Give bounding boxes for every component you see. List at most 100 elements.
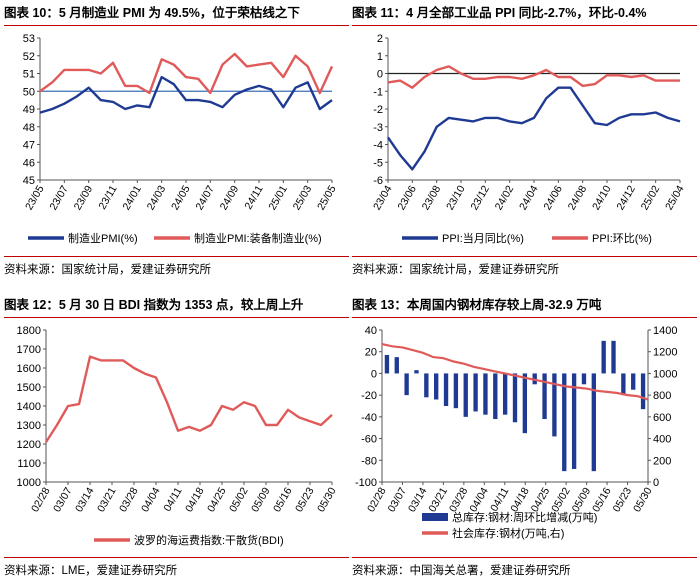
- bar: [394, 357, 399, 374]
- x-tick-label: 03/07: [51, 485, 75, 514]
- y-tick-label: 1000: [17, 477, 41, 489]
- legend-label: 总库存:钢材:周环比增减(万吨): [452, 510, 597, 524]
- y-tick-label: 1700: [17, 344, 41, 356]
- y-tick-label: -20: [361, 390, 377, 402]
- x-tick-label: 04/18: [183, 485, 207, 514]
- x-tick-label: 05/30: [315, 485, 339, 514]
- series-line: [387, 65, 680, 89]
- bar: [424, 373, 429, 398]
- y-tick-label: 49: [23, 104, 35, 116]
- bar: [473, 373, 478, 412]
- series-line: [381, 343, 649, 401]
- y-tick-label: 0: [377, 69, 383, 81]
- x-tick-label: 23/08: [420, 183, 444, 212]
- legend-label: 制造业PMI:装备制造业(%): [194, 231, 322, 245]
- x-tick-label: 05/23: [611, 485, 635, 514]
- series-line: [44, 355, 333, 443]
- bar: [493, 373, 498, 420]
- panel-title: 图表 13：本周国内钢材库存较上周-32.9 万吨: [352, 296, 697, 318]
- legend-label: PPI:当月同比(%): [442, 231, 524, 245]
- y2-tick-label: 0: [653, 477, 659, 489]
- x-tick-label: 23/04: [371, 183, 395, 212]
- x-tick-label: 05/30: [631, 485, 655, 514]
- bar: [611, 340, 616, 374]
- y-tick-label: 2: [377, 33, 383, 45]
- y-tick-label: 53: [23, 33, 35, 45]
- steel-chart: -100-80-60-40-20020400200400600800100012…: [355, 325, 678, 540]
- source-note: 资料来源：LME，爱建证券研究所: [4, 557, 349, 578]
- source-note: 资料来源：中国海关总署，爱建证券研究所: [352, 557, 697, 578]
- y2-tick-label: 600: [653, 412, 671, 424]
- x-tick-label: 23/07: [47, 183, 71, 212]
- bar: [463, 373, 468, 417]
- x-tick-label: 23/12: [468, 183, 492, 212]
- x-tick-label: 25/03: [291, 183, 315, 212]
- x-tick-label: 24/06: [541, 183, 565, 212]
- y-tick-label: 45: [23, 175, 35, 187]
- y-tick-label: -2: [373, 104, 383, 116]
- x-tick-label: 23/09: [72, 183, 96, 212]
- bar: [640, 373, 646, 410]
- y-tick-label: 1600: [17, 363, 41, 375]
- bar: [522, 373, 528, 434]
- legend-swatch: [422, 513, 448, 521]
- bar: [562, 373, 567, 472]
- source-note: 资料来源：国家统计局，爱建证券研究所: [352, 256, 697, 277]
- bar: [571, 373, 577, 469]
- x-tick-label: 04/25: [205, 485, 229, 514]
- y-tick-label: 1400: [17, 401, 41, 413]
- x-tick-label: 23/10: [444, 183, 468, 212]
- x-tick-label: 24/07: [193, 183, 217, 212]
- y-tick-label: -4: [373, 140, 383, 152]
- x-tick-label: 24/08: [566, 183, 590, 212]
- legend-label: 波罗的海运费指数:干散货(BDI): [134, 533, 284, 547]
- x-tick-label: 02/28: [365, 485, 389, 514]
- y-tick-label: 1200: [17, 439, 41, 451]
- bdi-chart: 1000 1100 1200 1300 1400 1500 1600 1700 1800 02/2…: [17, 325, 339, 547]
- bar: [502, 373, 508, 415]
- y2-tick-label: 200: [653, 455, 671, 467]
- bar: [631, 373, 636, 390]
- x-tick-label: 05/23: [293, 485, 317, 514]
- bar: [552, 373, 557, 437]
- bar: [542, 373, 547, 420]
- y-tick-label: 1100: [17, 458, 41, 470]
- x-tick-label: 24/01: [120, 183, 144, 212]
- x-tick-label: 03/14: [73, 485, 97, 514]
- y-tick-label: -5: [373, 157, 383, 169]
- y-tick-label: 20: [365, 347, 377, 359]
- x-tick-label: 25/01: [266, 183, 290, 212]
- legend-label: 制造业PMI(%): [68, 231, 138, 245]
- y2-tick-label: 1200: [653, 347, 677, 359]
- series-line: [39, 75, 333, 114]
- x-tick-label: 24/12: [614, 183, 638, 212]
- x-tick-label: 05/09: [570, 485, 594, 514]
- y-tick-label: 52: [23, 51, 35, 63]
- y2-tick-label: 1400: [653, 325, 677, 337]
- x-tick-label: 23/11: [96, 183, 119, 211]
- y-tick-label: -1: [373, 86, 383, 98]
- x-tick-label: 25/02: [639, 183, 663, 212]
- panel-title: 图表 11：4 月全部工业品 PPI 同比-2.7%，环比-0.4%: [352, 4, 697, 26]
- x-tick-label: 02/28: [29, 485, 53, 514]
- bar: [512, 373, 518, 423]
- x-tick-label: 05/16: [271, 485, 295, 514]
- x-tick-label: 05/16: [590, 485, 614, 514]
- x-tick-label: 04/18: [508, 485, 532, 514]
- source-note: 资料来源：国家统计局，爱建证券研究所: [4, 256, 349, 277]
- panel-title: 图表 10：5 月制造业 PMI 为 49.5%，位于荣枯线之下: [4, 4, 349, 26]
- bar: [414, 370, 419, 374]
- y-tick-label: -3: [373, 122, 383, 134]
- bar: [581, 373, 587, 385]
- bar: [621, 373, 626, 396]
- y-tick-label: 0: [371, 368, 377, 380]
- bar: [601, 340, 606, 374]
- series-line: [387, 86, 681, 171]
- y-tick-label: 1300: [17, 420, 41, 432]
- x-tick-label: 24/03: [145, 183, 169, 212]
- y-tick-label: 46: [23, 157, 35, 169]
- x-tick-label: 05/02: [549, 485, 573, 514]
- y-tick-label: 48: [23, 122, 35, 134]
- bar: [483, 373, 488, 415]
- y-tick-label: 40: [365, 325, 377, 337]
